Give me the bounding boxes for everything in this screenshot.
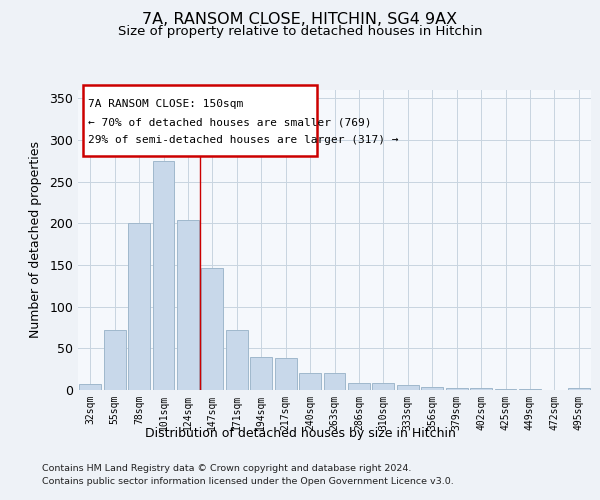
Text: 29% of semi-detached houses are larger (317) →: 29% of semi-detached houses are larger (… [88, 135, 399, 145]
Text: Size of property relative to detached houses in Hitchin: Size of property relative to detached ho… [118, 25, 482, 38]
Bar [568, 388, 590, 390]
Bar [152, 161, 175, 390]
Text: Contains HM Land Registry data © Crown copyright and database right 2024.: Contains HM Land Registry data © Crown c… [42, 464, 412, 473]
Bar [202, 268, 223, 390]
Bar [519, 389, 541, 390]
Bar [348, 384, 370, 390]
Bar [79, 384, 101, 390]
Bar [373, 384, 394, 390]
Text: ← 70% of detached houses are smaller (769): ← 70% of detached houses are smaller (76… [88, 117, 372, 127]
Text: 7A RANSOM CLOSE: 150sqm: 7A RANSOM CLOSE: 150sqm [88, 99, 244, 109]
Bar [250, 356, 272, 390]
Bar [446, 388, 467, 390]
Text: Distribution of detached houses by size in Hitchin: Distribution of detached houses by size … [145, 428, 455, 440]
Text: 7A, RANSOM CLOSE, HITCHIN, SG4 9AX: 7A, RANSOM CLOSE, HITCHIN, SG4 9AX [142, 12, 458, 28]
Y-axis label: Number of detached properties: Number of detached properties [29, 142, 43, 338]
Bar [470, 388, 492, 390]
Bar [275, 358, 296, 390]
Bar [226, 330, 248, 390]
FancyBboxPatch shape [83, 86, 317, 156]
Bar [397, 385, 419, 390]
Bar [177, 220, 199, 390]
Bar [421, 386, 443, 390]
Bar [494, 389, 517, 390]
Bar [299, 374, 321, 390]
Bar [104, 330, 125, 390]
Bar [128, 224, 150, 390]
Bar [323, 374, 346, 390]
Text: Contains public sector information licensed under the Open Government Licence v3: Contains public sector information licen… [42, 478, 454, 486]
